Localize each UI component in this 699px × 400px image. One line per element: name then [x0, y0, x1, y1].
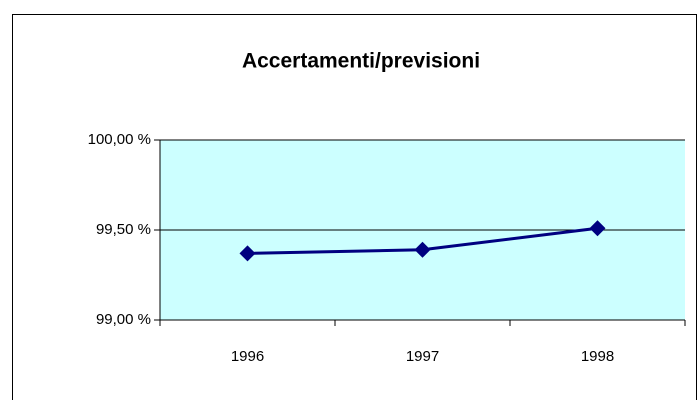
data-point [589, 220, 606, 237]
x-tick-label: 1997 [406, 348, 439, 365]
y-tick-label: 99,50 % [96, 221, 151, 238]
x-tick-label: 1996 [231, 348, 264, 365]
data-point [414, 241, 431, 258]
data-point [239, 245, 256, 262]
x-tick-label: 1998 [581, 348, 614, 365]
y-tick-label: 99,00 % [96, 311, 151, 328]
chart-title: Accertamenti/previsioni [242, 50, 480, 73]
y-tick-label: 100,00 % [88, 131, 151, 148]
